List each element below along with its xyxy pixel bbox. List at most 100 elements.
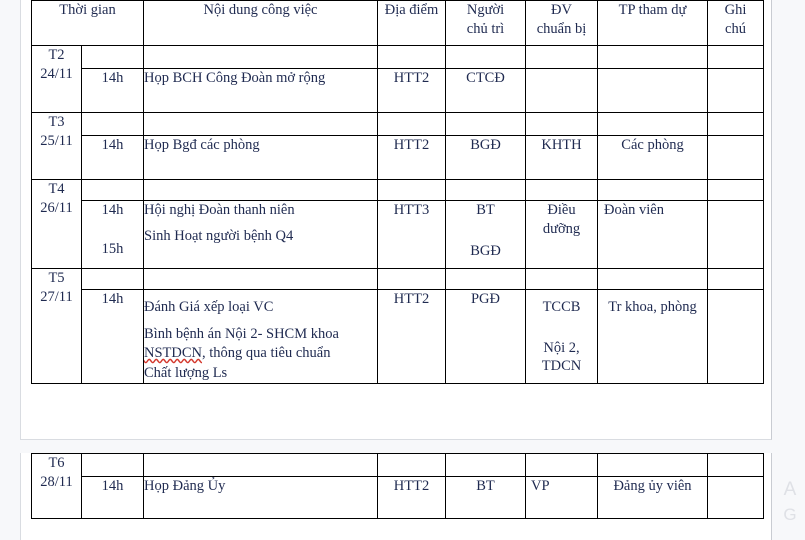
spacer-cell-prep [525, 45, 598, 69]
day-cell-t6: T6 28/11 [31, 453, 82, 519]
table-row: 14h Đánh Giá xếp loại VC Bình bệnh án Nộ… [32, 289, 764, 384]
prep-value: TDCN [541, 358, 582, 375]
table-row: 14h Họp Đảng Ủy HTT2 BT VP Đảng ủy viên [32, 476, 764, 519]
spacer-cell-host [445, 453, 526, 477]
day-cell-t4: T4 26/11 [31, 179, 82, 269]
prep-value: TCCB [542, 299, 581, 315]
spacer-cell-note [707, 453, 764, 477]
host-value: BGĐ [470, 242, 501, 259]
attendees-cell: Đảng ủy viên [597, 476, 708, 519]
task-line: Chất lượng Ls [144, 364, 228, 381]
day-cell-t2: T2 24/11 [31, 45, 82, 113]
host-value: BT [476, 478, 495, 494]
column-header-time: Thời gian [31, 0, 144, 46]
spacer-cell-prep [525, 179, 598, 201]
prep-cell [525, 68, 598, 113]
column-header-place: Địa điểm [377, 0, 446, 46]
prep-value: KHTH [541, 137, 582, 153]
task-line-misspelled: NSTDCN, thông qua tiêu chuẩn [144, 344, 377, 363]
edge-artifact-glyph-c: G [783, 505, 797, 524]
day-label: T2 [48, 47, 65, 63]
host-cell: BGĐ [445, 135, 526, 180]
task-line: Đánh Giá xếp loại VC [144, 299, 274, 315]
task-cell: Họp Đảng Ủy [143, 476, 378, 519]
column-header-note: Ghi chú [707, 0, 764, 46]
place-cell: HTT2 [377, 68, 446, 113]
document-page-two: T6 28/11 14h Họp Đảng Ủy [20, 453, 772, 540]
spacer-cell-task [143, 112, 378, 136]
spacer-cell-time [81, 112, 144, 136]
day-label: T3 [48, 114, 65, 130]
day-label: T5 [48, 270, 65, 286]
day-cell-t3: T3 25/11 [31, 112, 82, 180]
table-header-row: Thời gian Nội dung công việc Địa điểm Ng… [31, 0, 764, 46]
day-date: 24/11 [40, 65, 73, 82]
attendees-value: Các phòng [621, 137, 684, 153]
schedule-table-page-two: T6 28/11 14h Họp Đảng Ủy [31, 453, 764, 519]
column-header-prep-line2: chuẩn bị [536, 20, 587, 37]
prep-cell: KHTH [525, 135, 598, 180]
spacer-cell-host [445, 112, 526, 136]
task-line: Họp BCH Công Đoàn mở rộng [144, 70, 326, 86]
spacer-cell-attendees [597, 268, 708, 290]
column-header-attendees: TP tham dự [597, 0, 708, 46]
task-line-remainder: , thông qua tiêu chuẩn [202, 345, 331, 362]
spacer-cell-task [143, 179, 378, 201]
prep-value: dưỡng [542, 220, 581, 237]
note-cell [707, 68, 764, 113]
spacer-cell-place [377, 268, 446, 290]
time-cell: 14h 15h [81, 200, 144, 269]
prep-value: Điều [547, 202, 576, 218]
attendees-cell: Tr khoa, phòng [597, 289, 708, 384]
misspelled-word: NSTDCN [144, 345, 203, 362]
host-cell: CTCĐ [445, 68, 526, 113]
day-cell-t5: T5 27/11 [31, 268, 82, 384]
column-header-host-line1: Người [466, 2, 505, 18]
host-value: CTCĐ [466, 70, 505, 86]
attendees-cell: Đoàn viên [597, 200, 708, 269]
prep-cell: Điều dưỡng [525, 200, 598, 269]
task-cell: Hội nghị Đoàn thanh niên Sinh Hoạt người… [143, 200, 378, 269]
time-cell: 14h [81, 289, 144, 384]
day-date: 28/11 [40, 473, 73, 490]
time-cell: 14h [81, 135, 144, 180]
table-row: T3 25/11 [31, 112, 764, 180]
table-body-continued: T6 28/11 14h Họp Đảng Ủy [31, 453, 764, 519]
spacer-cell-note [707, 268, 764, 290]
spacer-cell-attendees [597, 45, 708, 69]
attendees-value: Đoàn viên [604, 202, 664, 218]
spacer-cell-task [143, 453, 378, 477]
prep-value: VP [531, 478, 550, 494]
host-cell: BT [445, 476, 526, 519]
host-value: PGĐ [470, 291, 500, 307]
spacer-cell-attendees [597, 453, 708, 477]
note-cell [707, 200, 764, 269]
spacer-cell-place [377, 112, 446, 136]
time-value: 14h [101, 478, 124, 494]
column-header-prep: ĐV chuẩn bị [525, 0, 598, 46]
column-header-host-line2: chủ trì [466, 20, 505, 37]
task-line: Hội nghị Đoàn thanh niên [144, 202, 295, 218]
table-row: T5 27/11 [31, 268, 764, 384]
spacer-cell-prep [525, 112, 598, 136]
table-row: 14h Họp BCH Công Đoàn mở rộng HTT2 CTCĐ [32, 68, 764, 113]
attendees-value: Tr khoa, phòng [608, 299, 697, 315]
day-date: 27/11 [40, 288, 73, 305]
table-row: T2 24/11 [31, 45, 764, 113]
column-header-note-line1: Ghi [724, 2, 747, 18]
spacer-cell-time [81, 268, 144, 290]
note-cell [707, 289, 764, 384]
day-label: T6 [48, 455, 65, 471]
spacer-cell-host [445, 45, 526, 69]
host-value: BT [476, 202, 495, 218]
spacer-cell-time [81, 453, 144, 477]
spacer-cell-attendees [597, 179, 708, 201]
column-header-prep-line1: ĐV [551, 2, 572, 18]
task-cell: Họp BCH Công Đoàn mở rộng [143, 68, 378, 113]
spacer-cell-time [81, 179, 144, 201]
note-cell [707, 135, 764, 180]
time-value: 14h [101, 291, 124, 307]
edge-artifact-glyph-a: A [783, 479, 797, 500]
spacer-cell-place [377, 179, 446, 201]
note-cell [707, 476, 764, 519]
